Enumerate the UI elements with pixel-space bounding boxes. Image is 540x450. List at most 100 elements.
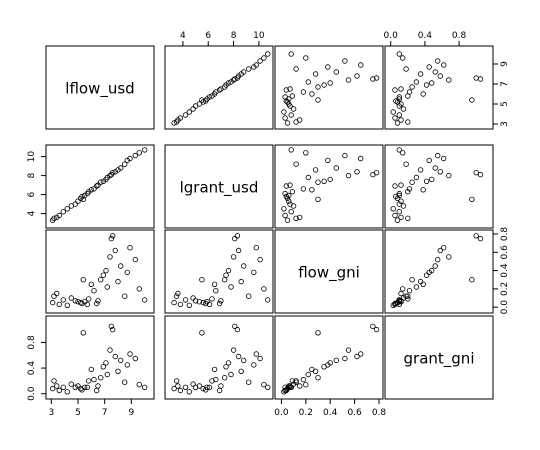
tick-label: 8	[27, 172, 37, 178]
point-lflow_usd-lgrant_usd-6	[190, 106, 196, 112]
point-lgrant_usd-flow_gni-29	[293, 161, 299, 167]
point-lflow_usd-grant_gni-3	[392, 115, 398, 121]
point-lgrant_usd-flow_gni-21	[327, 176, 333, 183]
point-lgrant_usd-flow_gni-16	[300, 186, 307, 192]
point-flow_gni-grant_gni-34	[396, 297, 402, 303]
point-lflow_usd-flow_gni-27	[312, 71, 319, 77]
axis-right-flow_gni: 0.0 0.2 0.4 0.6 0.8	[492, 227, 510, 314]
point-lflow_usd-lgrant_usd-11	[199, 97, 205, 103]
point-flow_gni-grant_gni-32	[435, 256, 441, 263]
point-lflow_usd-grant_gni-1	[405, 119, 411, 125]
point-grant_gni-lflow_usd-12	[81, 384, 88, 390]
point-lflow_usd-flow_gni-32	[342, 58, 348, 64]
point-lgrant_usd-grant_gni-29	[403, 161, 409, 167]
point-grant_gni-lgrant_usd-29	[245, 379, 252, 385]
point-lgrant_usd-flow_gni-0	[284, 217, 291, 223]
panel-frame	[164, 144, 274, 229]
point-flow_gni-grant_gni-28	[432, 263, 438, 269]
point-flow_gni-lgrant_usd-20	[223, 272, 229, 278]
point-grant_gni-flow_gni-22	[305, 371, 311, 378]
point-lflow_usd-flow_gni-19	[315, 84, 321, 90]
point-lgrant_usd-lflow_usd-28	[117, 165, 124, 171]
point-flow_gni-lflow_usd-28	[117, 263, 124, 269]
point-lgrant_usd-flow_gni-33	[303, 150, 309, 156]
panel-lflow_usd-vs-grant_gni	[384, 45, 494, 130]
point-lflow_usd-grant_gni-17	[392, 87, 398, 93]
point-flow_gni-lgrant_usd-3	[177, 301, 184, 308]
point-lflow_usd-lgrant_usd-21	[225, 80, 232, 86]
point-lflow_usd-flow_gni-28	[333, 69, 339, 75]
point-flow_gni-lgrant_usd-21	[225, 267, 232, 274]
point-lflow_usd-lgrant_usd-32	[257, 58, 263, 64]
panel-frame	[384, 315, 494, 400]
panel-frame	[274, 229, 384, 314]
point-lgrant_usd-lflow_usd-4	[60, 208, 66, 215]
tick-label: 7	[102, 408, 108, 418]
point-lflow_usd-grant_gni-20	[423, 82, 430, 88]
point-grant_gni-lflow_usd-11	[80, 330, 86, 336]
point-flow_gni-grant_gni-26	[437, 247, 443, 254]
point-grant_gni-lgrant_usd-3	[177, 387, 184, 394]
panel-frame	[45, 229, 155, 314]
point-lgrant_usd-flow_gni-25	[373, 169, 380, 176]
point-lflow_usd-flow_gni-34	[288, 51, 294, 57]
point-lgrant_usd-lflow_usd-8	[75, 198, 81, 204]
point-flow_gni-lflow_usd-26	[112, 247, 118, 254]
tick-label: 9	[500, 61, 510, 67]
point-lgrant_usd-grant_gni-24	[477, 171, 484, 178]
point-lgrant_usd-flow_gni-28	[333, 165, 339, 171]
point-grant_gni-lflow_usd-18	[95, 383, 101, 389]
point-grant_gni-lgrant_usd-21	[225, 360, 232, 366]
point-lgrant_usd-grant_gni-4	[396, 208, 402, 215]
point-grant_gni-lflow_usd-29	[121, 379, 128, 385]
point-grant_gni-flow_gni-31	[358, 351, 364, 357]
point-flow_gni-lflow_usd-0	[50, 299, 56, 306]
point-flow_gni-lgrant_usd-19	[221, 277, 228, 283]
point-flow_gni-lflow_usd-15	[88, 281, 94, 287]
point-lgrant_usd-flow_gni-13	[282, 190, 288, 197]
point-grant_gni-lflow_usd-34	[141, 384, 148, 390]
point-lgrant_usd-grant_gni-28	[432, 165, 438, 171]
point-grant_gni-lgrant_usd-16	[213, 376, 219, 383]
point-grant_gni-lflow_usd-33	[136, 382, 142, 388]
panel-grant_gni-vs-lflow_usd	[45, 315, 155, 400]
panel-frame	[274, 45, 384, 130]
tick-label: 3	[48, 408, 54, 418]
point-grant_gni-lflow_usd-31	[127, 351, 133, 357]
point-flow_gni-lflow_usd-29	[121, 293, 128, 299]
point-lflow_usd-flow_gni-13	[282, 94, 288, 100]
point-lgrant_usd-grant_gni-27	[417, 167, 424, 173]
point-lflow_usd-lgrant_usd-3	[177, 115, 184, 121]
point-flow_gni-lflow_usd-24	[108, 235, 114, 242]
point-lgrant_usd-grant_gni-1	[405, 215, 411, 221]
point-flow_gni-lflow_usd-3	[56, 301, 62, 308]
point-flow_gni-lgrant_usd-13	[206, 301, 213, 308]
point-lflow_usd-flow_gni-25	[373, 75, 380, 81]
axis-left-lgrant_usd: 4 6 8 10	[27, 151, 47, 216]
point-lgrant_usd-flow_gni-23	[345, 172, 352, 179]
point-grant_gni-lgrant_usd-22	[228, 371, 234, 378]
point-lgrant_usd-grant_gni-12	[396, 192, 402, 199]
point-lgrant_usd-lflow_usd-32	[132, 152, 138, 159]
point-lgrant_usd-flow_gni-27	[312, 167, 319, 173]
variable-label-lflow_usd: lflow_usd	[65, 80, 134, 99]
panel-lflow_usd-vs-lflow_usd	[45, 45, 155, 130]
point-lflow_usd-lgrant_usd-13	[206, 94, 213, 100]
point-flow_gni-grant_gni-11	[469, 277, 475, 283]
point-lflow_usd-grant_gni-28	[432, 69, 438, 75]
point-grant_gni-lgrant_usd-26	[235, 353, 242, 360]
point-lgrant_usd-grant_gni-18	[398, 182, 404, 188]
point-flow_gni-lflow_usd-11	[80, 277, 86, 283]
point-lgrant_usd-lflow_usd-34	[141, 147, 148, 153]
point-lgrant_usd-flow_gni-2	[297, 214, 303, 221]
point-grant_gni-lflow_usd-5	[64, 389, 70, 395]
tick-label: 10	[27, 151, 37, 163]
point-lgrant_usd-lflow_usd-29	[121, 161, 128, 167]
point-flow_gni-lflow_usd-32	[132, 256, 138, 263]
point-flow_gni-lgrant_usd-23	[230, 254, 237, 260]
point-lflow_usd-grant_gni-11	[469, 97, 475, 103]
point-flow_gni-lgrant_usd-4	[182, 297, 189, 303]
point-grant_gni-lflow_usd-13	[84, 384, 90, 390]
tick-label: 7	[500, 81, 510, 87]
point-flow_gni-lflow_usd-17	[93, 300, 100, 307]
